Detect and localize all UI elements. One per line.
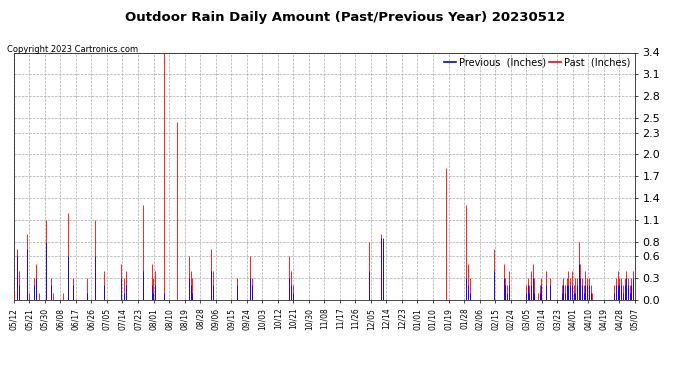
Legend: Previous  (Inches), Past  (Inches): Previous (Inches), Past (Inches): [444, 57, 630, 68]
Text: Outdoor Rain Daily Amount (Past/Previous Year) 20230512: Outdoor Rain Daily Amount (Past/Previous…: [125, 11, 565, 24]
Text: Copyright 2023 Cartronics.com: Copyright 2023 Cartronics.com: [7, 45, 138, 54]
